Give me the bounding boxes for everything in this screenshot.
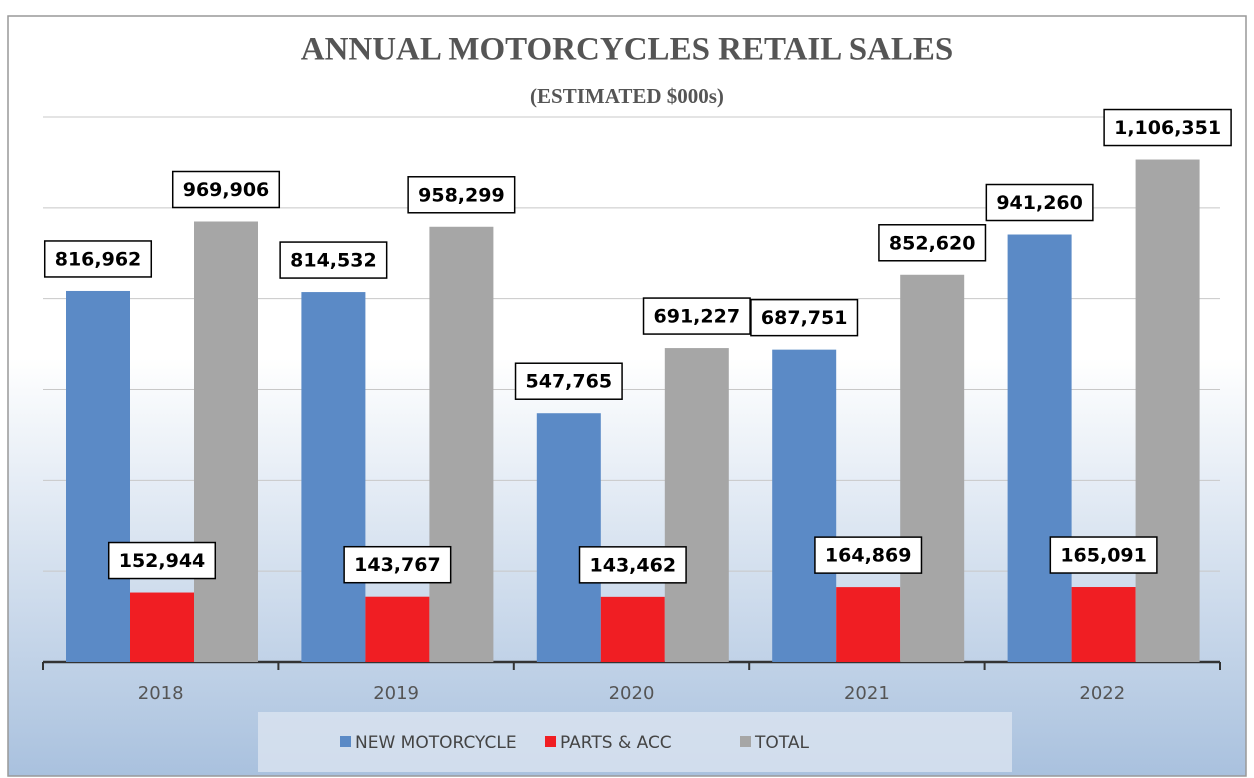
legend-swatch [740,736,751,747]
data-label: 816,962 [55,248,142,270]
bar [772,349,837,662]
x-tick-label: 2022 [1079,683,1125,704]
data-label-box [1103,108,1232,147]
data-label: 814,532 [290,250,377,272]
data-label: 1,106,351 [1114,117,1221,139]
bar [536,413,601,662]
data-label-box [43,240,153,278]
bar [1007,234,1072,662]
bar [66,290,130,662]
data-label: 164,869 [825,545,912,567]
bar [900,274,965,662]
bar [664,348,729,662]
data-label: 143,767 [354,554,441,576]
bar [429,226,494,663]
data-label-box [814,536,923,574]
data-label-box [279,241,388,279]
legend-label: TOTAL [754,733,809,753]
data-label-box [642,297,751,335]
bar [1135,159,1200,662]
data-label: 547,765 [526,371,613,393]
bar [130,592,194,662]
bar [194,221,258,662]
data-label-box [407,176,516,214]
data-label: 941,260 [996,192,1083,214]
bar [301,292,366,662]
data-label-box [750,298,859,337]
data-label: 958,299 [418,184,505,206]
data-label: 143,462 [590,554,677,576]
bar [365,596,430,662]
legend-swatch [545,736,556,747]
data-label: 152,944 [119,550,206,572]
data-label-box [985,183,1094,222]
data-label-box [343,545,452,584]
data-label-box [878,224,987,262]
data-label-box [578,546,687,584]
legend-swatch [340,736,351,747]
x-tick-label: 2019 [373,683,419,704]
x-tick-label: 2021 [844,683,890,704]
data-label-box [514,362,623,400]
data-label: 165,091 [1060,545,1147,567]
chart-subtitle: (ESTIMATED $000s) [530,84,724,108]
data-label-box [107,541,217,580]
data-label-box [1049,536,1158,574]
bar [600,596,665,662]
data-label-box [171,170,281,209]
bar [836,587,901,662]
bar [1071,587,1136,662]
data-label: 687,751 [761,307,848,329]
chart-title: ANNUAL MOTORCYCLES RETAIL SALES [301,32,954,68]
data-label: 852,620 [889,232,976,254]
legend-label: PARTS & ACC [560,733,672,753]
legend-box [258,712,1012,772]
x-tick-label: 2018 [138,683,184,704]
legend-label: NEW MOTORCYCLE [355,733,517,753]
data-label: 969,906 [183,179,270,201]
x-tick-label: 2020 [609,683,655,704]
data-label: 691,227 [654,306,741,328]
